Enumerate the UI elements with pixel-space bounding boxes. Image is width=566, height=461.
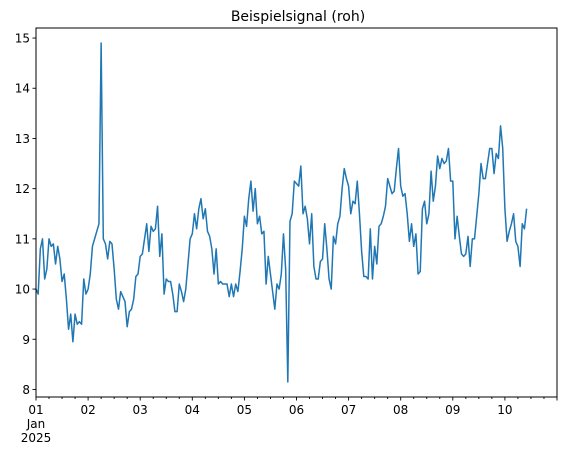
y-tick-label: 8 <box>22 383 30 397</box>
x-tick-sublabel: Jan <box>26 417 46 431</box>
axes-frame <box>35 27 558 398</box>
chart-title: Beispielsignal (roh) <box>231 9 365 25</box>
x-tick-label: 08 <box>393 403 408 417</box>
x-tick-label: 01 <box>28 403 43 417</box>
series-line-0 <box>35 42 528 383</box>
y-tick-label: 11 <box>15 232 30 246</box>
x-tick-label: 10 <box>497 403 512 417</box>
x-tick-label: 05 <box>237 403 252 417</box>
x-tick-label: 03 <box>133 403 148 417</box>
x-tick-label: 07 <box>341 403 356 417</box>
y-tick-label: 14 <box>15 82 30 96</box>
y-tick-label: 10 <box>15 283 30 297</box>
x-tick-label: 02 <box>80 403 95 417</box>
x-tick-label: 04 <box>185 403 200 417</box>
x-tick-label: 06 <box>289 403 304 417</box>
y-axis: 8 9 10 11 12 13 14 15 <box>15 32 36 397</box>
y-tick-label: 13 <box>15 132 30 146</box>
plot-area <box>35 42 528 383</box>
y-tick-label: 15 <box>15 32 30 46</box>
y-tick-label: 9 <box>22 333 30 347</box>
x-tick-sublabel: 2025 <box>21 431 52 445</box>
x-tick-label: 09 <box>445 403 460 417</box>
y-tick-label: 12 <box>15 182 30 196</box>
